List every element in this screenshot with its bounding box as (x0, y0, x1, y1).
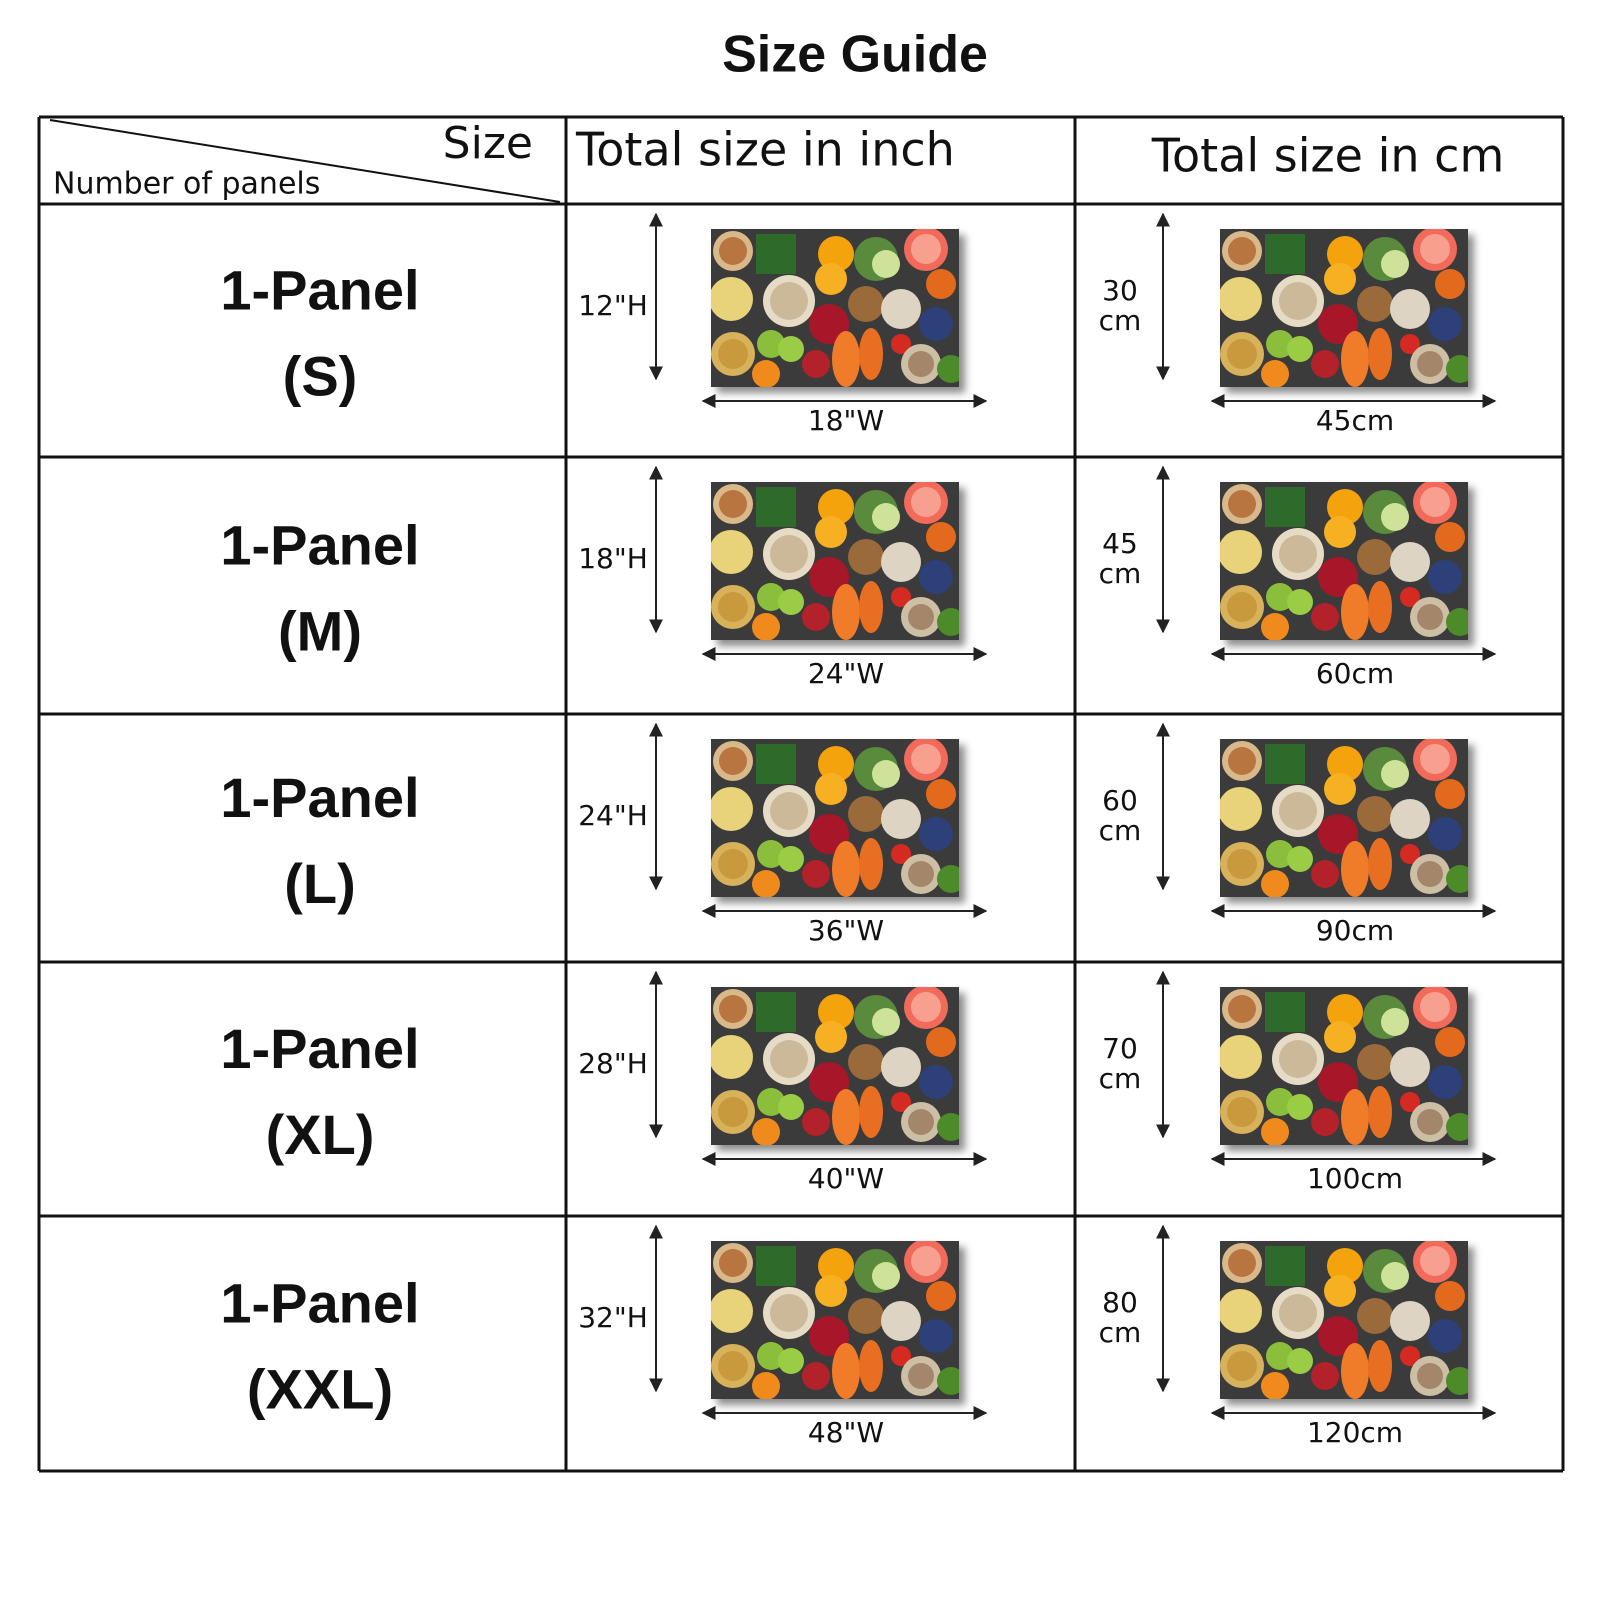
width-label: 40"W (808, 1162, 884, 1195)
header-cm: Total size in cm (1151, 129, 1505, 183)
product-image (1220, 987, 1468, 1145)
product-image (1220, 482, 1468, 640)
height-label: 18"H (578, 542, 648, 575)
product-image (1220, 229, 1468, 387)
width-label: 24"W (808, 657, 884, 690)
panel-label: 1-Panel (220, 258, 419, 321)
header-panels: Number of panels (53, 167, 320, 202)
product-image (711, 482, 959, 640)
product-image (711, 1241, 959, 1399)
width-label: 100cm (1307, 1162, 1403, 1195)
height-label: 45 (1102, 527, 1138, 560)
height-unit: cm (1099, 1316, 1142, 1349)
product-image (711, 739, 959, 897)
product-image (1220, 1241, 1468, 1399)
height-unit: cm (1099, 557, 1142, 590)
product-image (711, 987, 959, 1145)
height-unit: cm (1099, 304, 1142, 337)
width-label: 18"W (808, 404, 884, 437)
height-label: 70 (1102, 1032, 1138, 1065)
product-image (1220, 739, 1468, 897)
width-label: 90cm (1316, 914, 1394, 947)
product-image (711, 229, 959, 387)
size-label: (L) (284, 852, 356, 915)
diagonal-line (49, 119, 561, 203)
size-label: (M) (278, 599, 362, 662)
height-unit: cm (1099, 1062, 1142, 1095)
panel-label: 1-Panel (220, 1271, 419, 1334)
panel-label: 1-Panel (220, 513, 419, 576)
size-label: (S) (283, 344, 358, 407)
height-label: 24"H (578, 799, 648, 832)
title: Size Guide (722, 26, 988, 84)
width-label: 36"W (808, 914, 884, 947)
height-label: 60 (1102, 784, 1138, 817)
height-label: 32"H (578, 1301, 648, 1334)
header-size: Size (443, 118, 533, 169)
width-label: 45cm (1316, 404, 1394, 437)
height-label: 28"H (578, 1047, 648, 1080)
size-label: (XL) (266, 1103, 375, 1166)
panel-label: 1-Panel (220, 1017, 419, 1080)
height-unit: cm (1099, 814, 1142, 847)
header-inch: Total size in inch (575, 123, 955, 177)
width-label: 48"W (808, 1416, 884, 1449)
height-label: 80 (1102, 1286, 1138, 1319)
width-label: 120cm (1307, 1416, 1403, 1449)
size-label: (XXL) (247, 1357, 393, 1420)
width-label: 60cm (1316, 657, 1394, 690)
panel-label: 1-Panel (220, 766, 419, 829)
height-label: 30 (1102, 274, 1138, 307)
height-label: 12"H (578, 289, 648, 322)
